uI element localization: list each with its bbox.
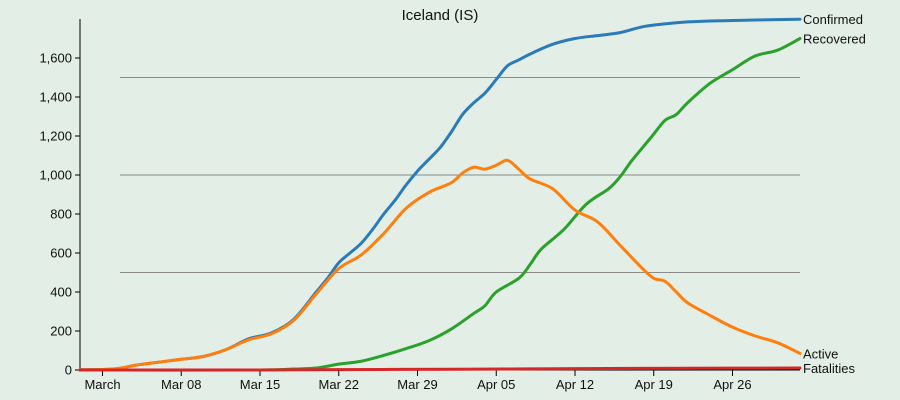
x-tick-label-apr-26: Apr 26: [713, 377, 751, 392]
x-tick-label-mar-22: Mar 22: [319, 377, 359, 392]
y-tick-label-1400: 1,400: [39, 90, 72, 105]
y-tick-label-800: 800: [50, 207, 72, 222]
x-tick-label-apr-05: Apr 05: [477, 377, 515, 392]
series-label-active: Active: [803, 346, 838, 361]
y-tick-label-1600: 1,600: [39, 51, 72, 66]
x-tick-label-apr-12: Apr 12: [556, 377, 594, 392]
series-line-confirmed: [78, 17, 802, 372]
series-line-fatalities: [78, 366, 802, 372]
x-tick-label-apr-19: Apr 19: [635, 377, 673, 392]
y-tick-label-1000: 1,000: [39, 168, 72, 183]
x-axis: March Mar 08 Mar 15 Mar 22 Mar 29 Apr 05 Apr 1…: [80, 369, 800, 392]
series-group: [78, 17, 802, 372]
series-label-recovered: Recovered: [803, 32, 866, 47]
series-label-fatalities: Fatalities: [803, 361, 856, 376]
y-tick-label-400: 400: [50, 285, 72, 300]
chart-title: Iceland (IS): [402, 7, 479, 24]
x-tick-label-mar-15: Mar 15: [240, 377, 280, 392]
x-tick-label-march: March: [84, 377, 120, 392]
y-axis: 0 200 400 600 800 1,000 1,200 1,400 1,600: [39, 19, 81, 378]
y-tick-label-600: 600: [50, 246, 72, 261]
x-tick-label-mar-29: Mar 29: [397, 377, 437, 392]
y-tick-label-0: 0: [65, 363, 72, 378]
y-tick-label-200: 200: [50, 324, 72, 339]
series-line-active: [78, 158, 802, 372]
series-line-recovered: [78, 37, 802, 372]
y-tick-label-1200: 1,200: [39, 129, 72, 144]
series-label-confirmed: Confirmed: [803, 12, 863, 27]
x-tick-label-mar-08: Mar 08: [161, 377, 201, 392]
